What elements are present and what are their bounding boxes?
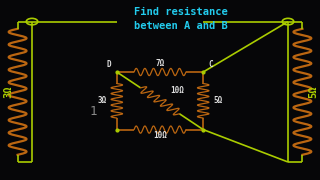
Text: 1: 1 [89,105,97,118]
Text: 5Ω: 5Ω [308,86,318,98]
Text: Find resistance
between A and B: Find resistance between A and B [134,7,228,31]
Text: 10Ω: 10Ω [153,130,167,140]
Text: 10Ω: 10Ω [171,86,185,95]
Text: 7Ω: 7Ω [156,58,164,68]
Text: D: D [107,60,111,69]
Text: 3Ω: 3Ω [98,96,107,105]
Text: C: C [208,60,212,69]
Text: 5Ω: 5Ω [213,96,222,105]
Text: 3Ω: 3Ω [3,86,13,98]
